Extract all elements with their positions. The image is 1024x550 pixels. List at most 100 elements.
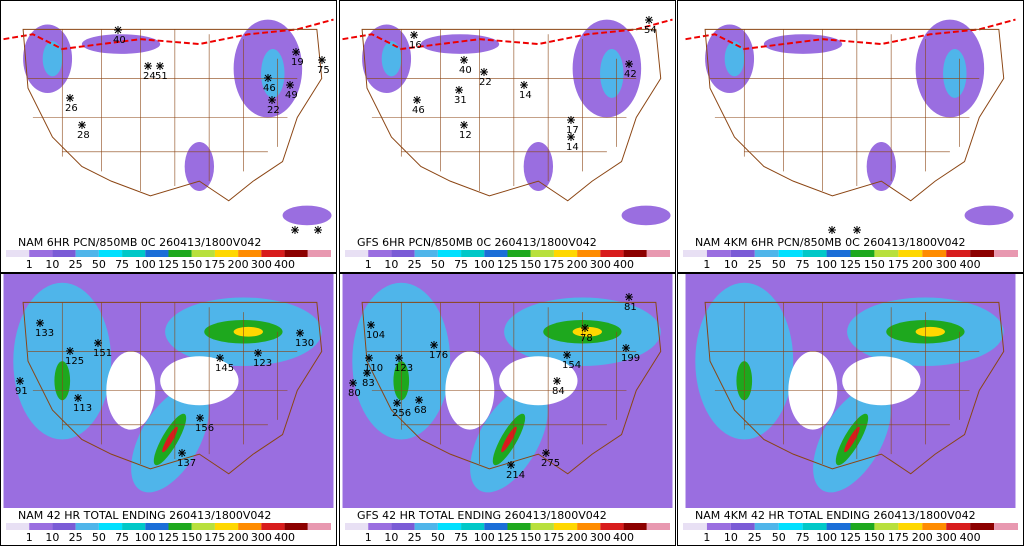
legend-swatch [6, 250, 30, 257]
legend-label: 75 [115, 531, 129, 544]
legend-swatch [994, 523, 1018, 530]
station-marker [480, 68, 488, 76]
station-marker [828, 226, 836, 234]
legend-swatch [52, 523, 76, 530]
station-marker [74, 394, 82, 402]
station-value: 16 [409, 40, 422, 51]
legend-swatch [238, 250, 262, 257]
legend-swatch [98, 523, 123, 530]
station-marker [78, 121, 86, 129]
legend-label: 25 [408, 531, 422, 544]
legend-label: 200 [567, 258, 588, 271]
station-marker [264, 74, 272, 82]
legend-swatch [802, 250, 827, 257]
legend-swatch [437, 250, 462, 257]
legend-swatch [484, 523, 508, 530]
station-marker [216, 354, 224, 362]
station-marker [567, 116, 575, 124]
station-value: 151 [93, 348, 112, 359]
legend-label: 400 [613, 531, 634, 544]
legend-label: 50 [431, 531, 445, 544]
station-marker [296, 329, 304, 337]
legend-label: 200 [912, 258, 933, 271]
legend-swatch [168, 523, 192, 530]
legend-swatch [600, 523, 624, 530]
station-value: 91 [15, 386, 28, 397]
legend-swatch [600, 250, 624, 257]
station-marker [156, 62, 164, 70]
legend-label: 400 [960, 531, 981, 544]
legend-swatch [238, 523, 262, 530]
legend-swatch [484, 250, 508, 257]
legend-label: 300 [590, 531, 611, 544]
legend-label: 100 [135, 531, 156, 544]
station-value: 19 [291, 57, 304, 68]
station-value: 24 [143, 71, 156, 82]
station-marker [520, 81, 528, 89]
legend-label: 125 [158, 531, 179, 544]
station-value: 123 [253, 358, 272, 369]
legend-label: 150 [520, 531, 541, 544]
legend-label: 150 [520, 258, 541, 271]
legend-swatch [461, 523, 485, 530]
precip-fill [2, 18, 335, 227]
station-value: 275 [541, 458, 560, 469]
legend-label: 125 [840, 531, 861, 544]
legend-label: 10 [45, 531, 59, 544]
station-value: 40 [459, 65, 472, 76]
legend-swatch [553, 523, 578, 530]
legend-swatch [577, 523, 601, 530]
station-value: 31 [454, 95, 467, 106]
legend-swatch [922, 523, 947, 530]
legend-label: 50 [431, 258, 445, 271]
legend-label: 400 [274, 258, 295, 271]
station-value: 84 [552, 386, 565, 397]
legend-swatch [970, 523, 995, 530]
legend-swatch [874, 250, 899, 257]
station-marker [363, 369, 371, 377]
legend-label: 100 [135, 258, 156, 271]
legend-label: 300 [936, 531, 957, 544]
legend-label: 150 [864, 531, 885, 544]
legend-label: 10 [724, 531, 738, 544]
station-marker [553, 377, 561, 385]
legend-swatch [730, 250, 755, 257]
legend-label: 1 [365, 258, 372, 271]
legend-swatch [507, 250, 531, 257]
panel: 16 40 22 46 31 14 12 17 14 42 54 GFS 6HR PCN/850MB … [339, 0, 676, 273]
legend-label: 300 [936, 258, 957, 271]
legend-label: 300 [251, 258, 272, 271]
legend-swatch [802, 523, 827, 530]
legend-swatch [6, 523, 30, 530]
panel-caption: GFS 42 HR TOTAL ENDING 260413/1800V042 [357, 509, 607, 522]
legend-swatch [261, 250, 285, 257]
legend-label: 150 [864, 258, 885, 271]
station-value: 54 [644, 25, 657, 36]
legend-label: 25 [748, 258, 762, 271]
legend-swatch [214, 250, 239, 257]
station-marker [365, 354, 373, 362]
station-marker [410, 31, 418, 39]
legend-label: 25 [69, 258, 83, 271]
legend-swatch [623, 250, 647, 257]
station-marker [268, 96, 276, 104]
legend-label: 50 [772, 258, 786, 271]
station-value: 83 [362, 378, 375, 389]
legend-swatch [577, 250, 601, 257]
panel-border [339, 0, 676, 273]
legend-swatch [530, 523, 554, 530]
station-value: 78 [580, 333, 593, 344]
legend-swatch [922, 250, 947, 257]
legend-swatch [530, 250, 554, 257]
legend-swatch [168, 250, 192, 257]
precip-fill [684, 18, 1017, 227]
station-value: 104 [366, 330, 385, 341]
station-marker [413, 96, 421, 104]
station-value: 22 [267, 105, 280, 116]
legend-swatch [145, 250, 169, 257]
legend-swatch [970, 250, 995, 257]
station-value: 214 [506, 470, 525, 481]
legend-label: 75 [796, 531, 810, 544]
